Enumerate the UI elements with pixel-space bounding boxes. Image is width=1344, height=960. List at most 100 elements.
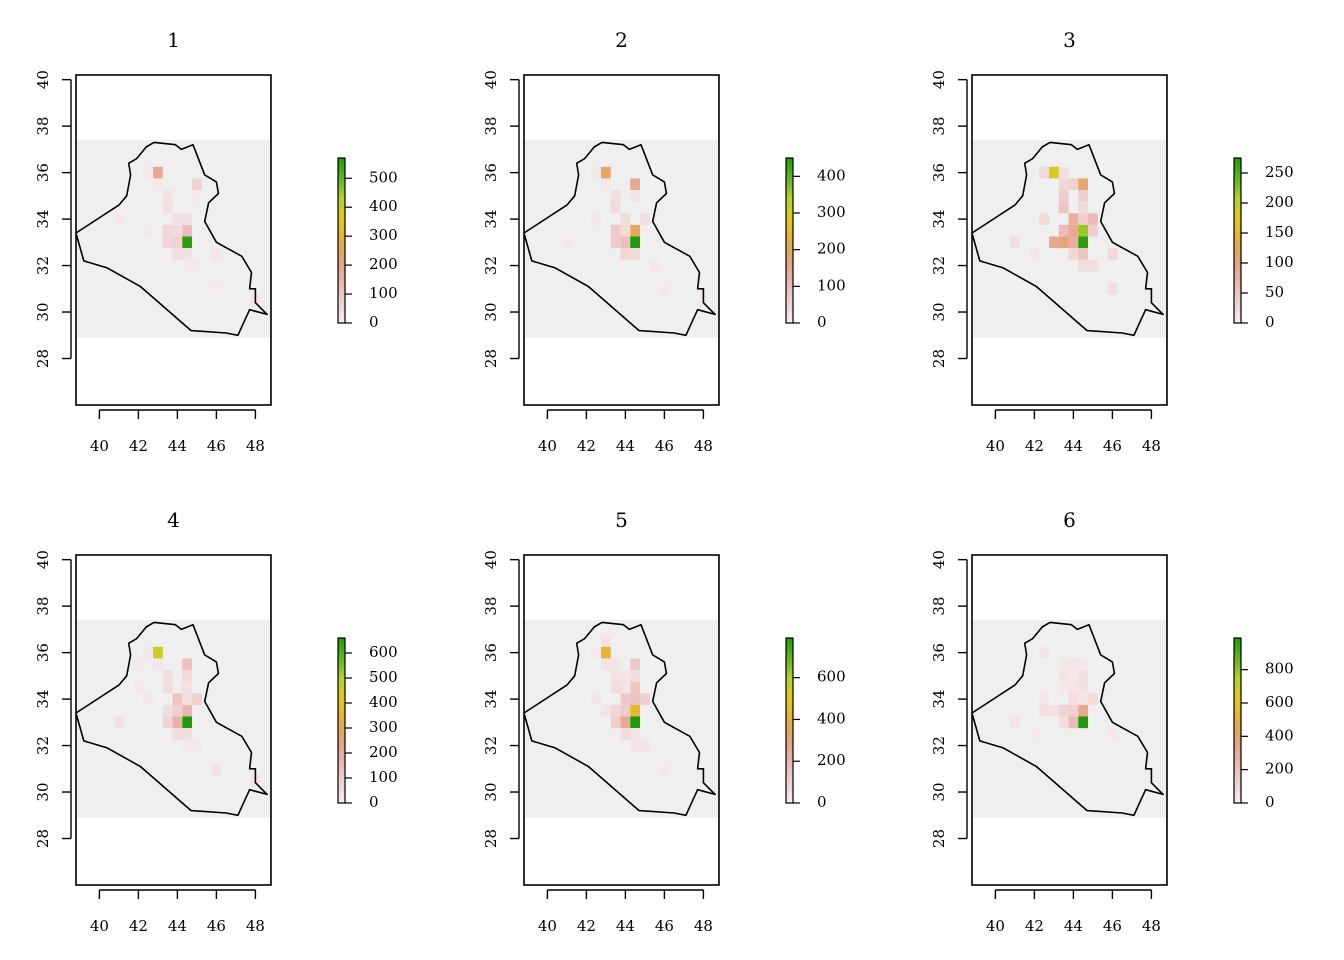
raster-cell	[133, 658, 144, 671]
legend-color-step	[786, 292, 793, 297]
y-tick-label: 34	[482, 210, 500, 229]
legend-color-step	[1234, 767, 1241, 771]
legend-color-step	[1234, 646, 1241, 650]
raster-cell	[1058, 201, 1069, 214]
legend-tick-label: 600	[1265, 693, 1294, 711]
legend-color-step	[786, 731, 793, 735]
legend-color-step	[786, 188, 793, 192]
x-tick-label: 46	[207, 437, 226, 455]
legend-color-step	[338, 775, 345, 779]
legend-color-step	[786, 246, 793, 250]
legend-color-step	[786, 792, 793, 796]
raster-cell	[1078, 658, 1089, 671]
legend-color-step	[338, 646, 345, 650]
raster-cell	[162, 704, 173, 717]
y-tick-label: 36	[482, 163, 500, 182]
raster-cell	[1107, 282, 1118, 295]
raster-cell	[620, 236, 631, 249]
legend-color-step	[338, 279, 345, 283]
legend-color-step	[1234, 251, 1241, 255]
legend-color-step	[1234, 682, 1241, 686]
legend-color-step	[786, 158, 793, 162]
y-tick-label: 38	[34, 117, 52, 136]
legend-color-step	[338, 240, 345, 244]
raster-cell	[1058, 658, 1069, 671]
legend-color-step	[786, 693, 793, 697]
legend-color-step	[786, 734, 793, 738]
legend-color-step	[338, 320, 345, 324]
legend-color-step	[786, 772, 793, 777]
legend-color-step	[786, 298, 793, 302]
x-tick-label: 42	[577, 437, 596, 455]
legend-color-step	[1234, 287, 1241, 291]
legend-color-step	[786, 739, 793, 744]
raster-cell	[1078, 704, 1089, 717]
raster-cell	[1078, 178, 1089, 191]
legend-color-step	[338, 726, 345, 730]
x-tick-label: 48	[246, 437, 265, 455]
legend-tick-label: 0	[369, 793, 379, 811]
raster-cell	[620, 704, 631, 717]
legend-color-step	[338, 682, 345, 686]
legend-color-step	[786, 706, 793, 711]
legend-color-step	[338, 166, 345, 170]
raster-cell	[620, 224, 631, 237]
raster-cell	[620, 670, 631, 682]
legend-tick-label: 100	[1265, 253, 1294, 271]
legend-color-step	[786, 649, 793, 653]
legend-color-step	[338, 251, 345, 255]
panel-title: 5	[615, 508, 628, 532]
legend-color-step	[786, 257, 793, 261]
legend-color-step	[1234, 728, 1241, 733]
x-tick-label: 48	[1142, 437, 1161, 455]
y-tick-label: 40	[482, 550, 500, 569]
panel-title: 3	[1063, 28, 1076, 52]
raster-cell	[620, 248, 631, 260]
raster-cell	[1068, 213, 1079, 225]
legend-color-step	[1234, 158, 1241, 162]
legend-color-step	[338, 671, 345, 675]
legend-color-step	[786, 166, 793, 170]
raster-cell	[640, 739, 650, 752]
legend-color-step	[786, 759, 793, 763]
raster-cell	[182, 670, 193, 682]
legend-color-step	[1234, 306, 1241, 310]
legend-color-step	[338, 753, 345, 757]
legend-color-step	[786, 745, 793, 749]
legend-color-step	[338, 221, 345, 225]
legend-color-step	[338, 679, 345, 683]
legend-color-step	[786, 800, 793, 804]
y-tick-label: 40	[930, 70, 948, 89]
legend-color-step	[338, 797, 345, 801]
legend-tick-label: 0	[817, 313, 827, 331]
legend-color-step	[786, 756, 793, 760]
raster-cell	[1078, 259, 1089, 272]
legend-color-step	[1234, 764, 1241, 768]
legend-color-step	[1234, 781, 1241, 785]
map-panel-4: 440 42 44 46 4828303234363840010020030040050…	[34, 508, 398, 935]
legend-color-step	[786, 723, 793, 727]
legend-color-step	[786, 262, 793, 266]
legend-color-step	[786, 301, 793, 305]
legend-color-step	[338, 182, 345, 187]
raster-cell	[630, 670, 641, 682]
legend-color-step	[338, 312, 345, 316]
raster-cell	[620, 213, 631, 225]
raster-cell	[610, 670, 621, 682]
legend-color-step	[338, 237, 345, 242]
legend-tick-label: 100	[369, 768, 398, 786]
legend-color-step	[786, 687, 793, 691]
legend-color-step	[1234, 191, 1241, 195]
legend-color-step	[786, 682, 793, 686]
legend-color-step	[786, 781, 793, 785]
legend-color-step	[338, 287, 345, 291]
legend-color-step	[338, 193, 345, 198]
legend-color-step	[786, 767, 793, 771]
raster-cell	[1088, 224, 1098, 237]
legend-color-step	[338, 254, 345, 258]
raster-cell	[182, 681, 193, 694]
legend-color-step	[786, 207, 793, 211]
y-tick-label: 36	[34, 643, 52, 662]
legend-color-step	[1234, 701, 1241, 705]
legend-color-step	[1234, 671, 1241, 675]
